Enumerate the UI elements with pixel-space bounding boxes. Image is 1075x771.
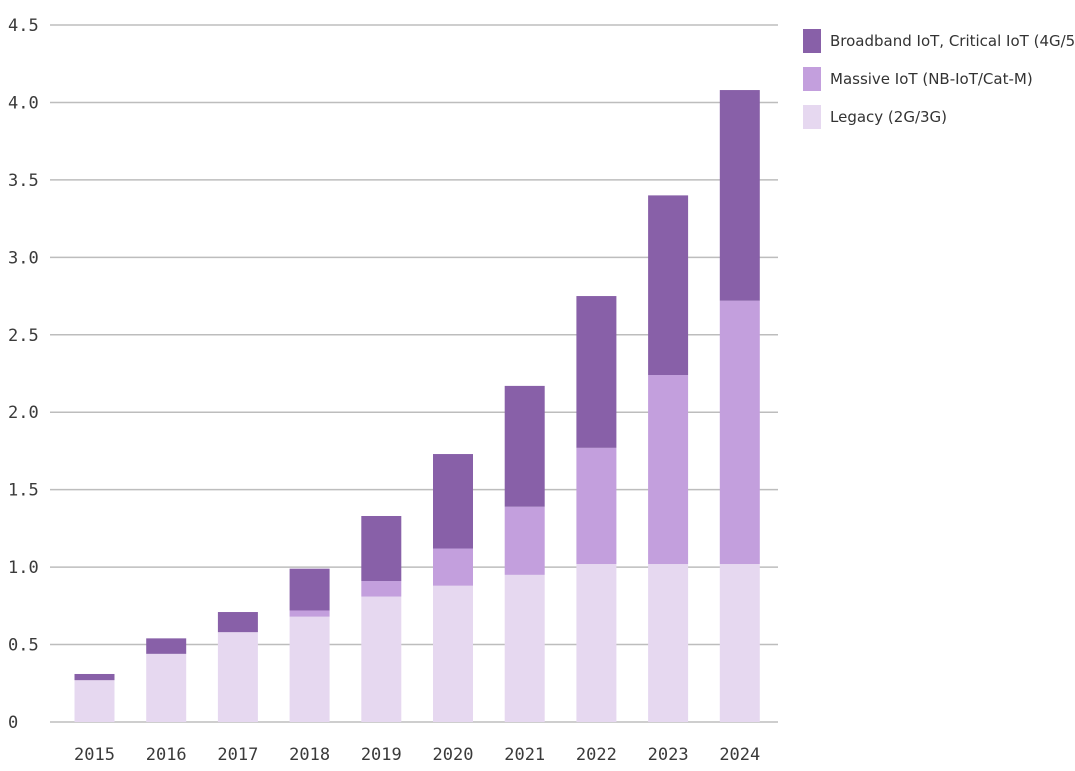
y-tick-label: 2.0 — [8, 403, 39, 423]
bar-segment-2017-broadband — [217, 612, 258, 633]
x-tick-label: 2018 — [289, 745, 330, 765]
bars — [74, 90, 760, 722]
legend-swatch-massive — [803, 67, 821, 91]
legend-label-legacy: Legacy (2G/3G) — [830, 108, 948, 126]
bar-segment-2019-massive — [361, 581, 402, 597]
y-axis-ticks: 0 0.5 1.0 1.5 2.0 2.5 3.0 3.5 4.0 4.5 — [8, 16, 39, 733]
bar-segment-2022-legacy — [576, 564, 617, 722]
bar-segment-2021-broadband — [504, 385, 545, 507]
y-tick-label: 1.0 — [8, 558, 39, 578]
y-tick-label: 4.0 — [8, 93, 39, 113]
y-tick-label: 0.5 — [8, 636, 39, 656]
bar-segment-2021-legacy — [504, 574, 545, 722]
legend-item-broadband: Broadband IoT, Critical IoT (4G/5G) — [803, 22, 1075, 60]
bar-segment-2019-broadband — [361, 515, 402, 582]
x-tick-label: 2020 — [433, 745, 474, 765]
y-tick-label: 3.0 — [8, 248, 39, 268]
x-tick-label: 2022 — [576, 745, 617, 765]
legend-item-legacy: Legacy (2G/3G) — [803, 98, 1075, 136]
bar-segment-2024-legacy — [719, 564, 760, 722]
x-tick-label: 2016 — [146, 745, 187, 765]
x-tick-label: 2017 — [217, 745, 258, 765]
legend-label-broadband: Broadband IoT, Critical IoT (4G/5G) — [830, 32, 1075, 50]
bar-segment-2017-legacy — [217, 632, 258, 722]
bar-segment-2018-legacy — [289, 616, 330, 722]
bar-segment-2022-massive — [576, 447, 617, 565]
bar-segment-2016-broadband — [146, 638, 187, 654]
bar-segment-2023-legacy — [648, 564, 689, 722]
bar-segment-2024-broadband — [719, 90, 760, 301]
x-tick-label: 2024 — [719, 745, 760, 765]
x-tick-label: 2023 — [648, 745, 689, 765]
bar-segment-2016-legacy — [146, 653, 187, 722]
x-tick-label: 2019 — [361, 745, 402, 765]
x-tick-label: 2021 — [504, 745, 545, 765]
legend: Broadband IoT, Critical IoT (4G/5G) Mass… — [803, 22, 1075, 136]
y-tick-label: 0 — [8, 713, 18, 733]
legend-item-massive: Massive IoT (NB-IoT/Cat-M) — [803, 60, 1075, 98]
y-tick-label: 2.5 — [8, 326, 39, 346]
legend-label-massive: Massive IoT (NB-IoT/Cat-M) — [830, 70, 1033, 88]
bar-segment-2018-broadband — [289, 568, 330, 611]
legend-swatch-broadband — [803, 29, 821, 53]
y-tick-label: 1.5 — [8, 481, 39, 501]
bar-segment-2021-massive — [504, 506, 545, 575]
bar-segment-2015-legacy — [74, 680, 115, 722]
y-tick-label: 4.5 — [8, 16, 39, 36]
bar-segment-2022-broadband — [576, 296, 617, 448]
x-axis-ticks: 2015 2016 2017 2018 2019 2020 2021 2022 2023 2024 — [74, 745, 760, 765]
bar-segment-2020-massive — [433, 548, 473, 586]
legend-swatch-legacy — [803, 105, 821, 129]
bar-segment-2024-massive — [719, 300, 760, 565]
bar-segment-2020-legacy — [433, 585, 473, 722]
bar-segment-2020-broadband — [433, 454, 473, 549]
bar-segment-2015-broadband — [74, 673, 115, 681]
bar-segment-2018-massive — [289, 610, 330, 617]
bar-segment-2023-massive — [648, 375, 689, 565]
bar-segment-2023-broadband — [648, 195, 689, 376]
bar-segment-2019-legacy — [361, 596, 402, 722]
x-tick-label: 2015 — [74, 745, 115, 765]
y-tick-label: 3.5 — [8, 171, 39, 191]
